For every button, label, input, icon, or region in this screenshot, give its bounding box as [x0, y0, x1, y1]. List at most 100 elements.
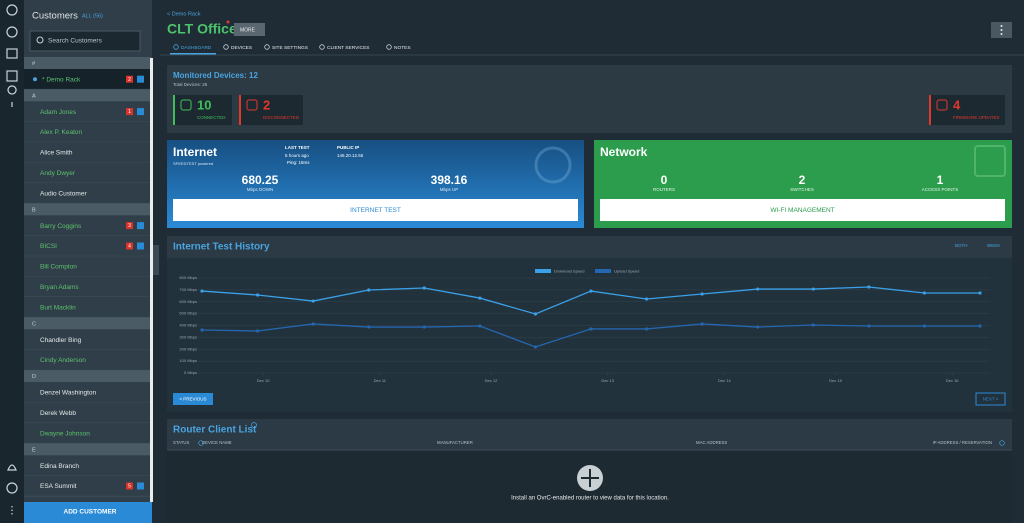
network-stat-label: ACCESS POINTS	[922, 187, 959, 192]
data-point	[422, 286, 426, 290]
tab[interactable]: DASHBOARD	[181, 45, 212, 51]
legend-swatch	[595, 269, 611, 273]
data-point	[533, 312, 538, 316]
previous-button[interactable]	[173, 393, 213, 405]
filter-link[interactable]: ALL (56)	[82, 13, 103, 19]
customer-row[interactable]	[24, 455, 151, 476]
badge-count: 4	[128, 244, 131, 250]
sidebar-title: Customers	[32, 11, 78, 22]
series-dropdown[interactable]: BOTH	[955, 243, 968, 248]
column-header[interactable]: IP ADDRESS / RESERVATION	[933, 440, 992, 445]
network-stat-value: 2	[799, 173, 806, 187]
stat-accent	[173, 95, 175, 125]
search-icon	[36, 36, 44, 44]
legend-label: Upload Speed	[614, 269, 639, 274]
wifi-label: WI-FI MANAGEMENT	[770, 207, 834, 214]
data-point	[367, 325, 371, 329]
network-stat-value: 0	[661, 173, 668, 187]
data-point	[867, 324, 871, 328]
customer-row[interactable]	[24, 121, 151, 143]
previous-label: < PREVIOUS	[179, 397, 206, 402]
customer-row[interactable]	[24, 276, 151, 297]
history-header	[167, 236, 1012, 258]
range-dropdown[interactable]: WEEK	[987, 243, 1000, 248]
customer-row[interactable]	[24, 69, 151, 90]
scrollbar	[150, 58, 153, 502]
history-title: Internet Test History	[173, 242, 270, 253]
status-info-icon	[198, 440, 204, 446]
customer-name: Derek Webb	[40, 410, 76, 417]
tab[interactable]: NOTES	[394, 45, 411, 51]
network-stat-label: ROUTERS	[653, 187, 675, 192]
stat-value: 4	[953, 97, 961, 112]
y-tick-label: 0 Mbps	[184, 370, 197, 375]
customer-row[interactable]	[24, 329, 151, 350]
search-box[interactable]	[29, 30, 141, 52]
data-point	[644, 297, 649, 301]
y-tick-label: 800 Mbps	[179, 275, 197, 280]
data-point	[478, 296, 482, 300]
customer-name: Andy Dwyer	[40, 170, 76, 177]
wifi-button[interactable]	[600, 199, 1005, 221]
internet-test-button[interactable]	[173, 199, 578, 221]
tab[interactable]: SITE SETTINGS	[272, 45, 308, 51]
customer-row[interactable]	[24, 162, 151, 183]
tab-icon	[319, 44, 325, 50]
customer-name: Alex P. Keaton	[40, 129, 83, 136]
customer-row[interactable]	[24, 349, 151, 371]
add-customer-button[interactable]	[24, 502, 152, 523]
group-header	[24, 89, 151, 102]
next-button[interactable]	[975, 392, 1006, 406]
customer-row[interactable]	[24, 256, 151, 277]
status-dot	[226, 20, 230, 24]
stat-icon	[936, 99, 948, 111]
customer-name: Cindy Anderson	[40, 357, 86, 364]
tab-icon	[264, 44, 270, 50]
customer-row[interactable]	[24, 215, 151, 236]
customer-name: Chandler Bing	[40, 337, 82, 344]
legend-swatch	[535, 269, 551, 273]
bell-icon	[33, 77, 37, 82]
column-header[interactable]: MAC ADDRESS	[696, 440, 727, 445]
router-empty-message: Install an OvrC-enabled router to view d…	[511, 496, 669, 502]
tab[interactable]: DEVICES	[231, 45, 252, 51]
customer-row[interactable]	[24, 297, 151, 318]
data-point	[811, 323, 815, 327]
customer-row[interactable]	[24, 183, 151, 204]
data-point	[922, 324, 927, 328]
customer-row[interactable]	[24, 382, 151, 403]
badge-icon	[137, 108, 144, 116]
badge-icon	[137, 482, 144, 490]
stat-accent	[929, 95, 931, 125]
tab[interactable]: CLIENT SERVICES	[327, 45, 369, 51]
customer-row[interactable]	[24, 402, 151, 423]
column-header[interactable]: STATUS	[173, 440, 189, 445]
badge-icon	[137, 222, 144, 230]
data-point	[700, 292, 704, 296]
network-title: Network	[600, 145, 648, 159]
customer-name: Denzel Washington	[40, 390, 97, 397]
breadcrumb[interactable]: < Demo Rack	[167, 11, 201, 17]
customer-row[interactable]	[24, 142, 151, 163]
router-title: Router Client List	[173, 425, 257, 436]
tab-underline	[170, 53, 216, 55]
column-header[interactable]: MANUFACTURER	[437, 440, 473, 445]
customer-name: Edina Branch	[40, 463, 79, 470]
customer-row[interactable]	[24, 423, 151, 444]
network-icon	[974, 145, 1006, 177]
customer-name: * Demo Rack	[42, 76, 81, 83]
public-ip: 146.20.12.65	[337, 153, 364, 158]
collapse-handle[interactable]	[153, 245, 159, 275]
customer-row[interactable]	[24, 101, 151, 122]
customer-row[interactable]	[24, 235, 151, 257]
customer-row[interactable]	[24, 475, 151, 497]
stat-label: CONNECTED	[197, 115, 226, 120]
stat-accent	[239, 95, 241, 125]
column-header[interactable]: DEVICE NAME	[202, 440, 232, 445]
x-tick-label: Dec 11	[374, 378, 387, 383]
more-button[interactable]	[234, 23, 265, 36]
badge-icon	[137, 75, 144, 83]
data-point	[644, 327, 649, 331]
customer-name: Burt Macklin	[40, 304, 76, 311]
upload-speed: 398.16	[431, 173, 468, 187]
